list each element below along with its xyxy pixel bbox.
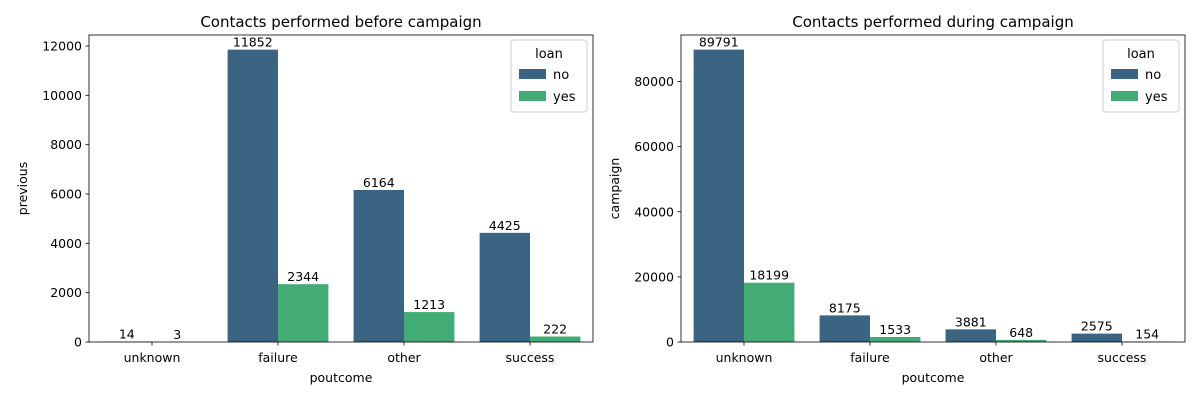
x-tick-label: other xyxy=(387,350,421,365)
legend-label-yes: yes xyxy=(1145,90,1168,105)
bar-value-label: 3 xyxy=(173,327,181,342)
bar-value-label: 154 xyxy=(1135,327,1159,342)
bar-yes-other xyxy=(404,312,454,342)
bar-value-label: 222 xyxy=(543,322,567,337)
legend-title: loan xyxy=(535,47,563,62)
bar-value-label: 18199 xyxy=(749,268,789,283)
y-tick-label: 60000 xyxy=(634,139,674,154)
y-tick-label: 0 xyxy=(666,335,674,350)
bar-no-other xyxy=(946,329,996,342)
y-tick-label: 0 xyxy=(74,335,82,350)
x-tick-label: unknown xyxy=(716,350,773,365)
bar-no-failure xyxy=(820,315,870,342)
bar-value-label: 3881 xyxy=(955,314,987,329)
bar-value-label: 4425 xyxy=(489,218,521,233)
y-tick-label: 40000 xyxy=(634,204,674,219)
bar-value-label: 8175 xyxy=(829,300,861,315)
legend: loan no yes xyxy=(511,40,587,112)
y-tick-label: 10000 xyxy=(42,88,82,103)
bar-value-label: 2344 xyxy=(287,269,319,284)
x-tick-label: success xyxy=(506,350,555,365)
x-tick-label: failure xyxy=(258,350,298,365)
legend: loan no yes xyxy=(1103,40,1179,112)
bar-no-success xyxy=(480,233,530,342)
y-axis-label: campaign xyxy=(607,158,622,220)
bar-no-unknown xyxy=(694,50,744,342)
x-tick-label: failure xyxy=(850,350,890,365)
bar-no-failure xyxy=(228,50,278,342)
legend-label-no: no xyxy=(1145,68,1161,83)
y-tick-label: 2000 xyxy=(50,285,82,300)
y-tick-label: 6000 xyxy=(50,187,82,202)
bar-yes-success xyxy=(530,337,580,342)
y-tick-label: 4000 xyxy=(50,236,82,251)
legend-swatch-no xyxy=(1111,69,1138,79)
bar-yes-failure xyxy=(278,284,328,342)
chart-title: Contacts performed during campaign xyxy=(792,13,1073,31)
y-tick-label: 12000 xyxy=(42,39,82,54)
legend-swatch-no xyxy=(519,69,546,79)
bar-value-label: 89791 xyxy=(699,35,739,50)
bar-value-label: 1533 xyxy=(879,322,911,337)
bar-value-label: 648 xyxy=(1009,325,1033,340)
x-axis-label: poutcome xyxy=(902,370,965,385)
bar-value-label: 11852 xyxy=(233,35,273,50)
x-tick-label: unknown xyxy=(124,350,181,365)
y-tick-label: 20000 xyxy=(634,269,674,284)
bar-no-other xyxy=(354,190,404,342)
bar-no-success xyxy=(1072,334,1122,342)
bar-yes-failure xyxy=(870,337,920,342)
bar-value-label: 14 xyxy=(119,327,135,342)
y-axis-label: previous xyxy=(15,162,30,215)
x-axis-label: poutcome xyxy=(310,370,373,385)
x-tick-label: success xyxy=(1098,350,1147,365)
bar-yes-unknown xyxy=(744,283,794,342)
legend-swatch-yes xyxy=(1111,91,1138,101)
chart-title: Contacts performed before campaign xyxy=(200,13,481,31)
legend-title: loan xyxy=(1127,47,1155,62)
bar-value-label: 1213 xyxy=(413,297,445,312)
legend-label-yes: yes xyxy=(553,90,576,105)
bar-value-label: 2575 xyxy=(1081,319,1113,334)
bar-value-label: 6164 xyxy=(363,175,395,190)
y-tick-label: 80000 xyxy=(634,74,674,89)
y-tick-label: 8000 xyxy=(50,137,82,152)
chart-panel-1: 14 11852 6164 4425 3 2344 1213 222 0 2000 4000 6000… xyxy=(15,13,593,385)
x-tick-label: other xyxy=(979,350,1013,365)
legend-label-no: no xyxy=(553,68,569,83)
chart-panel-2: 89791 8175 3881 2575 18199 1533 648 154 0 20000 40… xyxy=(607,13,1185,385)
legend-swatch-yes xyxy=(519,91,546,101)
